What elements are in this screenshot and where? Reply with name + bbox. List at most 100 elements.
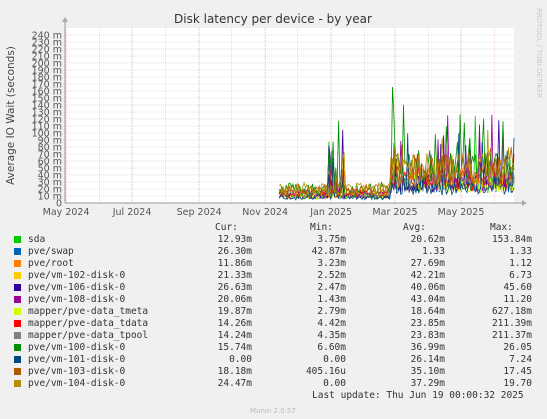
- legend-row: pve/vm-100-disk-0 15.74m 6.60m 36.99m 26.05: [0, 342, 547, 354]
- y-tick-label: 180 m: [32, 73, 62, 84]
- y-tick-label: 110 m: [32, 122, 62, 133]
- legend-row: pve/vm-104-disk-0 24.47m 0.00 37.29m 19.70: [0, 378, 547, 390]
- y-tick-label: 90 m: [38, 136, 62, 147]
- legend-row: mapper/pve-data_tdata 14.26m 4.42m 23.85m 21…: [0, 318, 547, 330]
- x-tick-label: May 2025: [438, 207, 485, 218]
- legend-min: 2.52m: [317, 270, 346, 281]
- legend-max: 211.37m: [491, 330, 532, 341]
- legend-rows: sda 12.93m 3.75m 20.62m 153.84m pve/swap 26.30…: [0, 234, 547, 390]
- y-axis-arrow: [62, 17, 68, 22]
- legend-row: sda 12.93m 3.75m 20.62m 153.84m: [0, 234, 547, 246]
- series-line-mapper-pve-data-tmeta: [278, 174, 515, 201]
- legend-avg: 23.83m: [410, 330, 445, 341]
- series-line-pve-vm-101-disk-0: [278, 133, 515, 201]
- legend-max: 19.70: [503, 378, 532, 389]
- legend-min: 6.60m: [317, 342, 346, 353]
- last-update: Last update: Thu Jun 19 00:00:32 2025: [312, 390, 524, 401]
- legend-header-avg: Avg:: [403, 222, 426, 233]
- legend-swatch: [14, 272, 21, 279]
- y-tick-label: 80 m: [38, 143, 62, 154]
- y-tick-label: 10 m: [38, 192, 62, 203]
- legend-swatch: [14, 368, 21, 375]
- legend-row: mapper/pve-data_tpool 14.24m 4.35m 23.83m 21…: [0, 330, 547, 342]
- legend-row: pve/swap 26.30m 42.87m 1.33 1.33: [0, 246, 547, 258]
- legend-label: pve/vm-102-disk-0: [28, 270, 126, 281]
- legend-header-max: Max:: [490, 222, 513, 233]
- legend-row: pve/vm-102-disk-0 21.33m 2.52m 42.21m 6.73: [0, 270, 547, 282]
- legend-max: 1.33: [509, 246, 532, 257]
- legend-avg: 36.99m: [410, 342, 445, 353]
- legend-avg: 23.85m: [410, 318, 445, 329]
- legend-min: 0.00: [323, 378, 346, 389]
- legend-min: 2.47m: [317, 282, 346, 293]
- legend-avg: 37.29m: [410, 378, 445, 389]
- legend-header-min: Min:: [310, 222, 333, 233]
- x-tick-label: Mar 2025: [372, 207, 417, 218]
- x-axis-arrow: [522, 200, 527, 206]
- legend-swatch: [14, 380, 21, 387]
- legend-swatch: [14, 320, 21, 327]
- legend-max: 45.60: [503, 282, 532, 293]
- y-tick-label: 30 m: [38, 178, 62, 189]
- y-tick-label: 150 m: [32, 94, 62, 105]
- legend-label: sda: [28, 234, 46, 245]
- munin-version: Munin 2.0.57: [250, 407, 296, 415]
- legend-max: 11.20: [503, 294, 532, 305]
- legend-avg: 43.04m: [410, 294, 445, 305]
- rrdtool-watermark: RRDTOOL / TOBI OETIKER: [535, 8, 543, 98]
- legend-min: 3.75m: [317, 234, 346, 245]
- y-tick-label: 200 m: [32, 59, 62, 70]
- legend-cur: 15.74m: [217, 342, 252, 353]
- chart: 010 m20 m30 m40 m50 m60 m70 m80 m90 m100…: [5, 8, 543, 218]
- legend-min: 4.35m: [317, 330, 346, 341]
- legend-row: mapper/pve-data_tmeta 19.87m 2.79m 18.64m 62…: [0, 306, 547, 318]
- y-tick-label: 130 m: [32, 108, 62, 119]
- y-tick-label: 230 m: [32, 38, 62, 49]
- legend: Cur: Min: Avg: Max: sda 12.93m 3.75m 20.62m…: [0, 222, 547, 390]
- legend-max: 6.73: [509, 270, 532, 281]
- legend-max: 153.84m: [491, 234, 532, 245]
- legend-cur: 11.86m: [217, 258, 252, 269]
- series-lines: [278, 86, 515, 201]
- legend-cur: 14.26m: [217, 318, 252, 329]
- legend-avg: 20.62m: [410, 234, 445, 245]
- series-line-pve-vm-104-disk-0: [278, 129, 515, 197]
- y-axis-label: Average IO Wait (seconds): [5, 46, 17, 185]
- legend-label: mapper/pve-data_tdata: [28, 318, 149, 329]
- legend-cur: 26.63m: [217, 282, 252, 293]
- y-tick-label: 40 m: [38, 171, 62, 182]
- legend-max: 17.45: [503, 366, 532, 377]
- legend-swatch: [14, 332, 21, 339]
- y-tick-label: 190 m: [32, 66, 62, 77]
- legend-cur: 14.24m: [217, 330, 252, 341]
- legend-swatch: [14, 296, 21, 303]
- legend-min: 1.43m: [317, 294, 346, 305]
- x-tick-label: Jul 2024: [112, 207, 152, 218]
- series-line-mapper-pve-data-tpool: [279, 160, 515, 199]
- y-tick-label: 170 m: [32, 80, 62, 91]
- legend-avg: 26.14m: [410, 354, 445, 365]
- y-tick-label: 70 m: [38, 150, 62, 161]
- legend-header: Cur: Min: Avg: Max:: [0, 222, 547, 234]
- legend-label: pve/swap: [28, 246, 74, 257]
- legend-label: mapper/pve-data_tpool: [28, 330, 149, 341]
- legend-max: 627.18m: [491, 306, 532, 317]
- legend-label: pve/vm-104-disk-0: [28, 378, 126, 389]
- y-tick-label: 140 m: [32, 101, 62, 112]
- legend-swatch: [14, 236, 21, 243]
- legend-avg: 1.33: [422, 246, 445, 257]
- legend-label: pve/vm-100-disk-0: [28, 342, 126, 353]
- legend-cur: 21.33m: [217, 270, 252, 281]
- legend-cur: 19.87m: [217, 306, 252, 317]
- series-line-pve-vm-103-disk-0: [278, 144, 515, 197]
- legend-swatch: [14, 248, 21, 255]
- y-tick-label: 100 m: [32, 129, 62, 140]
- y-tick-label: 60 m: [38, 157, 62, 168]
- x-tick-label: Jan 2025: [309, 207, 352, 218]
- legend-min: 405.16u: [305, 366, 346, 377]
- legend-label: pve/vm-103-disk-0: [28, 366, 126, 377]
- chart-title: Disk latency per device - by year: [174, 12, 372, 26]
- y-tick-label: 120 m: [32, 115, 62, 126]
- legend-header-cur: Cur:: [215, 222, 238, 233]
- legend-row: pve/vm-106-disk-0 26.63m 2.47m 40.06m 45.60: [0, 282, 547, 294]
